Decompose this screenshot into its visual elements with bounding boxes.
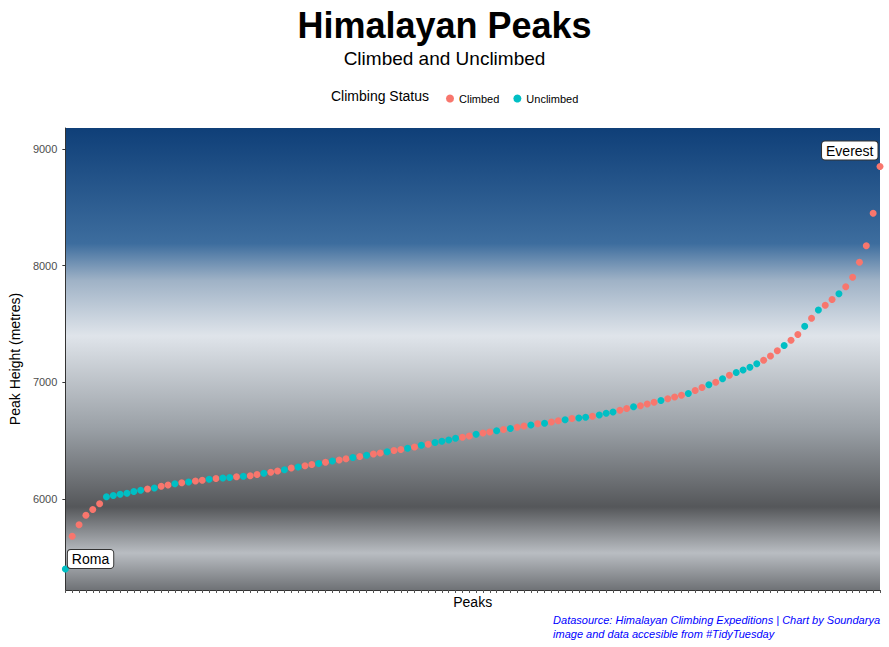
svg-text:Climbing Status: Climbing Status xyxy=(331,88,429,104)
svg-text:9000: 9000 xyxy=(33,143,57,155)
svg-text:Datasource: Himalayan Climbing: Datasource: Himalayan Climbing Expeditio… xyxy=(553,614,880,626)
svg-text:Roma: Roma xyxy=(72,551,110,567)
svg-text:Climbed: Climbed xyxy=(459,93,499,105)
svg-text:Climbed and Unclimbed: Climbed and Unclimbed xyxy=(344,48,546,69)
svg-text:Himalayan Peaks: Himalayan Peaks xyxy=(297,5,591,46)
svg-text:6000: 6000 xyxy=(33,493,57,505)
svg-text:Unclimbed: Unclimbed xyxy=(526,93,578,105)
svg-text:Peaks: Peaks xyxy=(453,594,492,610)
svg-text:8000: 8000 xyxy=(33,260,57,272)
svg-text:7000: 7000 xyxy=(33,376,57,388)
svg-text:image and data accesible from: image and data accesible from #TidyTuesd… xyxy=(553,628,776,640)
svg-text:Everest: Everest xyxy=(826,143,874,159)
svg-text:Peak Height (metres): Peak Height (metres) xyxy=(7,293,23,425)
